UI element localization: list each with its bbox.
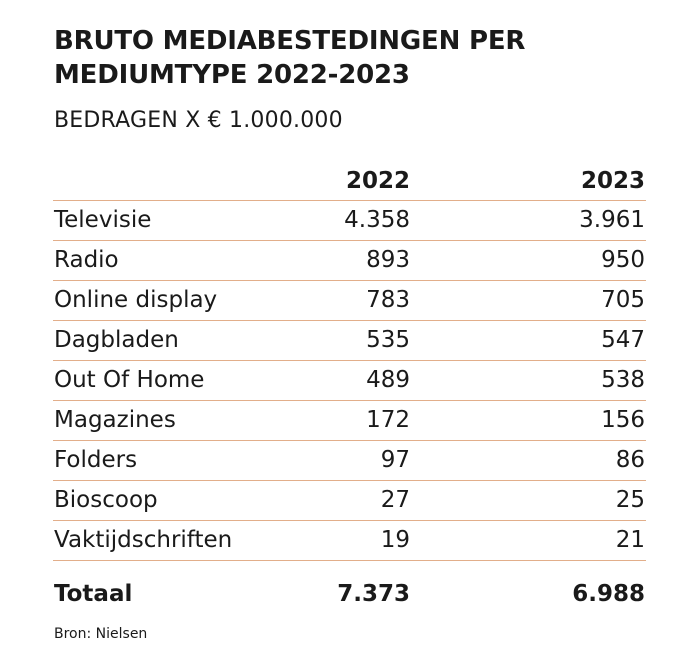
cell-value-2023: 950 bbox=[601, 247, 645, 273]
table-row: Dagbladen 535 547 bbox=[53, 321, 646, 361]
row-label: Radio bbox=[54, 247, 119, 273]
row-label: Vaktijdschriften bbox=[54, 527, 233, 553]
header-row: 2022 2023 bbox=[53, 162, 646, 201]
cell-value-2022: 535 bbox=[366, 327, 410, 353]
row-label: Online display bbox=[54, 287, 218, 313]
cell-value-2022: 27 bbox=[380, 487, 410, 513]
cell-value-2023: 705 bbox=[601, 287, 645, 313]
cell-value-2023: 86 bbox=[615, 447, 645, 473]
table-row: Out Of Home 489 538 bbox=[53, 361, 646, 401]
cell-value-2023: 538 bbox=[601, 367, 645, 393]
cell-value-2023: 547 bbox=[601, 327, 645, 353]
cell-value-2023: 25 bbox=[615, 487, 645, 513]
row-label: Televisie bbox=[54, 207, 152, 233]
total-label: Totaal bbox=[54, 581, 133, 607]
cell-value-2022: 97 bbox=[380, 447, 410, 473]
column-header-2022: 2022 bbox=[345, 168, 410, 194]
total-value-2022: 7.373 bbox=[337, 581, 410, 607]
cell-value-2022: 783 bbox=[366, 287, 410, 313]
table-subtitle: BEDRAGEN X € 1.000.000 bbox=[54, 108, 343, 133]
table-title: BRUTO MEDIABESTEDINGEN PER MEDIUMTYPE 20… bbox=[54, 26, 526, 90]
data-table: 2022 2023 Televisie 4.358 3.961 Radio 893 950… bbox=[53, 162, 646, 615]
cell-value-2022: 19 bbox=[380, 527, 410, 553]
row-label: Dagbladen bbox=[54, 327, 179, 353]
table-row: Folders 97 86 bbox=[53, 441, 646, 481]
table-body: Televisie 4.358 3.961 Radio 893 950 Online dis… bbox=[53, 201, 646, 561]
cell-value-2022: 4.358 bbox=[344, 207, 410, 233]
cell-value-2022: 172 bbox=[366, 407, 410, 433]
total-value-2023: 6.988 bbox=[572, 581, 645, 607]
table-row: Online display 783 705 bbox=[53, 281, 646, 321]
cell-value-2023: 156 bbox=[601, 407, 645, 433]
row-label: Folders bbox=[54, 447, 138, 473]
column-header-2023: 2023 bbox=[580, 168, 645, 194]
table-row: Radio 893 950 bbox=[53, 241, 646, 281]
source-note: Bron: Nielsen bbox=[54, 626, 148, 642]
row-label: Bioscoop bbox=[54, 487, 158, 513]
table-row: Magazines 172 156 bbox=[53, 401, 646, 441]
total-row: Totaal 7.373 6.988 bbox=[53, 565, 646, 615]
row-label: Magazines bbox=[54, 407, 176, 433]
cell-value-2023: 3.961 bbox=[579, 207, 645, 233]
table-row: Televisie 4.358 3.961 bbox=[53, 201, 646, 241]
table-row: Bioscoop 27 25 bbox=[53, 481, 646, 521]
cell-value-2022: 489 bbox=[366, 367, 410, 393]
row-label: Out Of Home bbox=[54, 367, 205, 393]
table-row: Vaktijdschriften 19 21 bbox=[53, 521, 646, 561]
cell-value-2023: 21 bbox=[615, 527, 645, 553]
cell-value-2022: 893 bbox=[366, 247, 410, 273]
